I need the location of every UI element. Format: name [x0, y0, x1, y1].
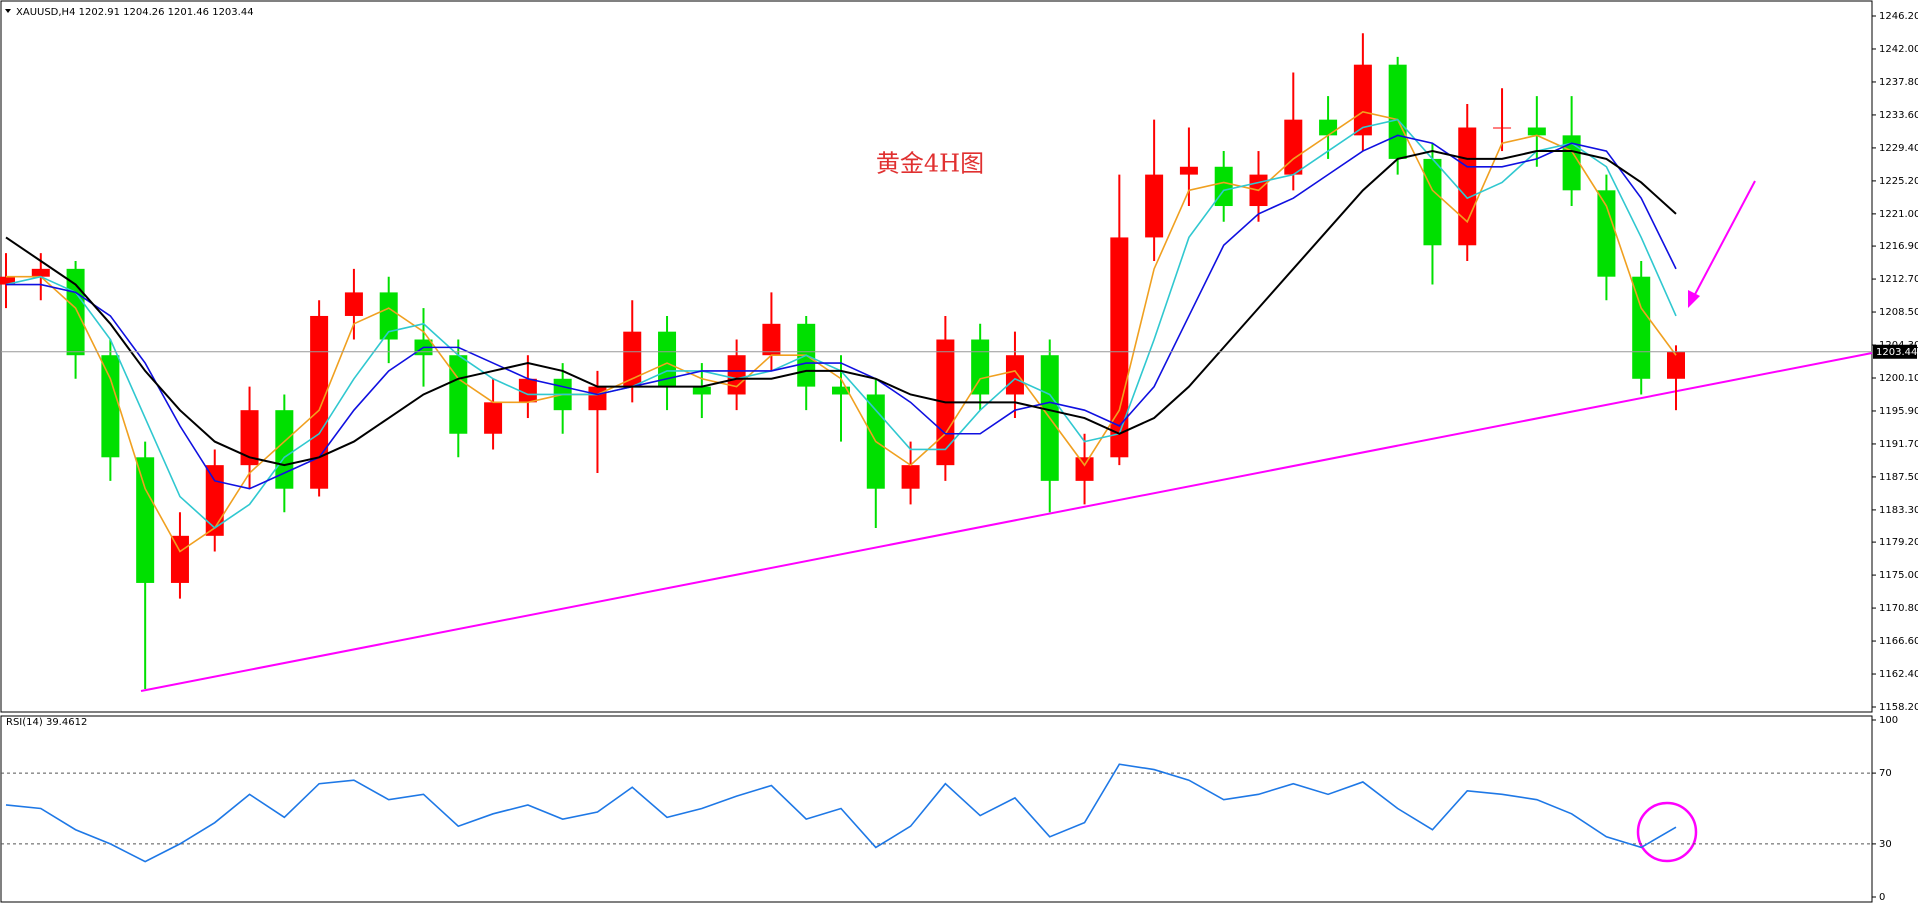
candle-body [205, 465, 224, 536]
y-tick-label: 1229.40 [1879, 143, 1918, 154]
rsi-title: RSI(14) 39.4612 [6, 717, 87, 728]
candle-body [1353, 64, 1372, 136]
candle-body [240, 410, 259, 466]
moving-average [6, 134, 1677, 490]
chart-title: XAUUSD,H4 1202.91 1204.26 1201.46 1203.4… [16, 7, 254, 18]
candle-body [1145, 174, 1164, 238]
y-tick-label: 1237.80 [1879, 77, 1918, 88]
candle-body [484, 402, 503, 434]
y-tick-label: 30 [1879, 839, 1892, 850]
candle-body [1319, 119, 1338, 136]
annotation: 黄金4H图 [876, 150, 984, 178]
y-tick-label: 1216.90 [1879, 241, 1918, 252]
y-tick-label: 1166.60 [1879, 636, 1918, 647]
y-tick-label: 1221.00 [1879, 209, 1918, 220]
candle-body [1388, 64, 1407, 159]
y-tick-label: 100 [1879, 715, 1898, 726]
y-tick-label: 1175.00 [1879, 570, 1918, 581]
y-tick-label: 1212.70 [1879, 274, 1918, 285]
candle-body [1179, 166, 1198, 175]
rsi-panel [0, 715, 1873, 903]
candle-body [1527, 127, 1546, 136]
candle-body [1667, 351, 1685, 379]
y-tick-label: 1242.00 [1879, 44, 1918, 55]
candle-body [170, 535, 189, 583]
y-tick-label: 1179.20 [1879, 537, 1918, 548]
arrow-head [1688, 290, 1700, 308]
candle-body [1632, 276, 1651, 379]
arrow-shaft [1691, 180, 1756, 301]
trend-line [140, 352, 1873, 692]
candle-body [66, 268, 85, 356]
y-tick-label: 1208.50 [1879, 307, 1918, 318]
candle-body [692, 386, 711, 395]
menu-arrow [5, 9, 11, 13]
candle-body [310, 315, 329, 489]
current-price-box [1873, 344, 1917, 359]
candle-body [832, 386, 850, 395]
candle-body [588, 386, 607, 411]
candle-body [518, 378, 537, 403]
y-tick-label: 1187.50 [1879, 472, 1918, 483]
candle-body [275, 410, 294, 489]
candle-body [449, 355, 468, 434]
y-tick-label: 1191.70 [1879, 439, 1918, 450]
y-tick-label: 1162.40 [1879, 669, 1918, 680]
candle-body [971, 339, 990, 395]
candle-body [727, 355, 746, 395]
y-tick-label: 1225.20 [1879, 176, 1918, 187]
y-tick-label: 1233.60 [1879, 110, 1918, 121]
candle-body [901, 465, 920, 489]
plot-layer: 1246.20 1242.00 1237.80 1233.60 1229.40 1225.… [0, 11, 1918, 903]
candle-body [1075, 457, 1094, 481]
candle-body [1005, 355, 1024, 395]
candle-body [1493, 127, 1512, 129]
candle-body [344, 292, 363, 316]
y-tick-label: 1246.20 [1879, 11, 1918, 22]
candle-body [136, 457, 155, 583]
y-tick-label: 1170.80 [1879, 603, 1918, 614]
y-tick-label: 0 [1879, 892, 1885, 903]
y-tick-label: 1183.30 [1879, 505, 1918, 516]
candle-body [762, 323, 781, 356]
candle-body [1423, 158, 1442, 246]
y-tick-label: 1158.20 [1879, 702, 1918, 713]
y-tick-label: 1195.90 [1879, 406, 1918, 417]
candle-body [379, 292, 398, 340]
candle-body [0, 276, 15, 285]
candle-body [1110, 237, 1129, 458]
candle-body [1458, 127, 1477, 246]
moving-average [5, 150, 1677, 467]
candle-body [1597, 190, 1616, 277]
highlight-circle [1636, 801, 1698, 863]
y-tick-label: 1200.10 [1879, 373, 1918, 384]
candle-body [623, 331, 642, 387]
current-price-label: 1203.44 [1876, 347, 1917, 358]
rsi-line [5, 763, 1677, 863]
candle-body [1284, 119, 1303, 175]
y-tick-label: 70 [1879, 768, 1892, 779]
candle-body [31, 268, 50, 277]
candle-body [101, 355, 120, 458]
